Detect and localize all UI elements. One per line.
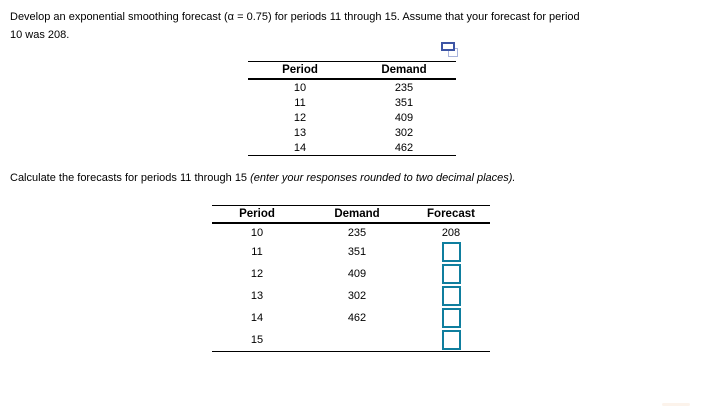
- table-row: 11 351: [212, 241, 490, 263]
- demand-cell: [302, 329, 412, 352]
- demand-cell: 302: [394, 126, 414, 139]
- demand-header: Demand: [352, 61, 456, 80]
- period-header: Period: [248, 61, 352, 80]
- demand-cell: 302: [347, 290, 367, 302]
- problem-statement-line-1: Develop an exponential smoothing forecas…: [10, 11, 580, 23]
- table-row: 13 302: [212, 285, 490, 307]
- period-cell: 11: [251, 246, 263, 258]
- forecast-input-12[interactable]: [441, 264, 461, 284]
- forecast-value: 208: [441, 226, 461, 239]
- forecast-cell: [412, 307, 490, 329]
- answer-table-header-row: Period Demand Forecast: [212, 205, 490, 224]
- problem-statement: Develop an exponential smoothing forecas…: [10, 8, 580, 44]
- page-edge-artifact: [662, 403, 690, 406]
- period-header: Period: [212, 205, 302, 224]
- table-row: 10 235: [248, 79, 456, 95]
- period-cell: 10: [293, 81, 307, 94]
- demand-table: Period Demand 10 235 11 351 12 409 13 30…: [248, 61, 456, 156]
- instruction-normal: Calculate the forecasts for periods 11 t…: [10, 172, 251, 184]
- forecast-input-13[interactable]: [441, 286, 461, 306]
- period-cell: 13: [250, 290, 264, 302]
- forecast-input-15[interactable]: [441, 330, 461, 350]
- forecast-input-14[interactable]: [441, 308, 461, 328]
- table-row: 15: [212, 329, 490, 352]
- table-row: 13 302: [248, 125, 456, 140]
- table-row: 11 351: [248, 95, 456, 110]
- demand-cell: 462: [352, 140, 456, 156]
- table-row: 12 409: [212, 263, 490, 285]
- forecast-cell: [412, 241, 490, 263]
- forecast-cell: [412, 329, 490, 352]
- forecast-cell: [412, 263, 490, 285]
- demand-cell: 462: [347, 312, 367, 324]
- problem-statement-line-2: 10 was 208.: [10, 29, 70, 41]
- demand-header: Demand: [302, 205, 412, 224]
- period-cell: 15: [212, 329, 302, 352]
- demand-cell: 235: [394, 81, 414, 94]
- table-row: 14 462: [212, 307, 490, 329]
- period-cell: 12: [293, 111, 307, 124]
- demand-cell: 351: [347, 246, 367, 258]
- demand-cell: 351: [394, 96, 414, 109]
- period-cell: 12: [250, 268, 264, 280]
- table-row: 12 409: [248, 110, 456, 125]
- demand-table-header-row: Period Demand: [248, 61, 456, 80]
- forecast-header: Forecast: [412, 205, 490, 224]
- period-cell: 14: [248, 140, 352, 156]
- instruction-italic: (enter your responses rounded to two dec…: [250, 172, 516, 184]
- instruction-text: Calculate the forecasts for periods 11 t…: [10, 171, 515, 185]
- demand-cell: 409: [347, 268, 367, 280]
- answer-table: Period Demand Forecast 10 235 208 11 351…: [212, 205, 490, 352]
- period-cell: 11: [294, 96, 306, 109]
- period-cell: 10: [250, 226, 264, 239]
- period-cell: 13: [293, 126, 307, 139]
- period-cell: 14: [250, 312, 264, 324]
- copy-icon-front-square: [441, 42, 455, 51]
- forecast-input-11[interactable]: [441, 242, 461, 262]
- copy-icon[interactable]: [441, 42, 459, 58]
- demand-cell: 235: [347, 226, 367, 239]
- table-row: 10 235 208: [212, 223, 490, 241]
- demand-cell: 409: [394, 111, 414, 124]
- table-row: 14 462: [248, 140, 456, 156]
- forecast-cell: [412, 285, 490, 307]
